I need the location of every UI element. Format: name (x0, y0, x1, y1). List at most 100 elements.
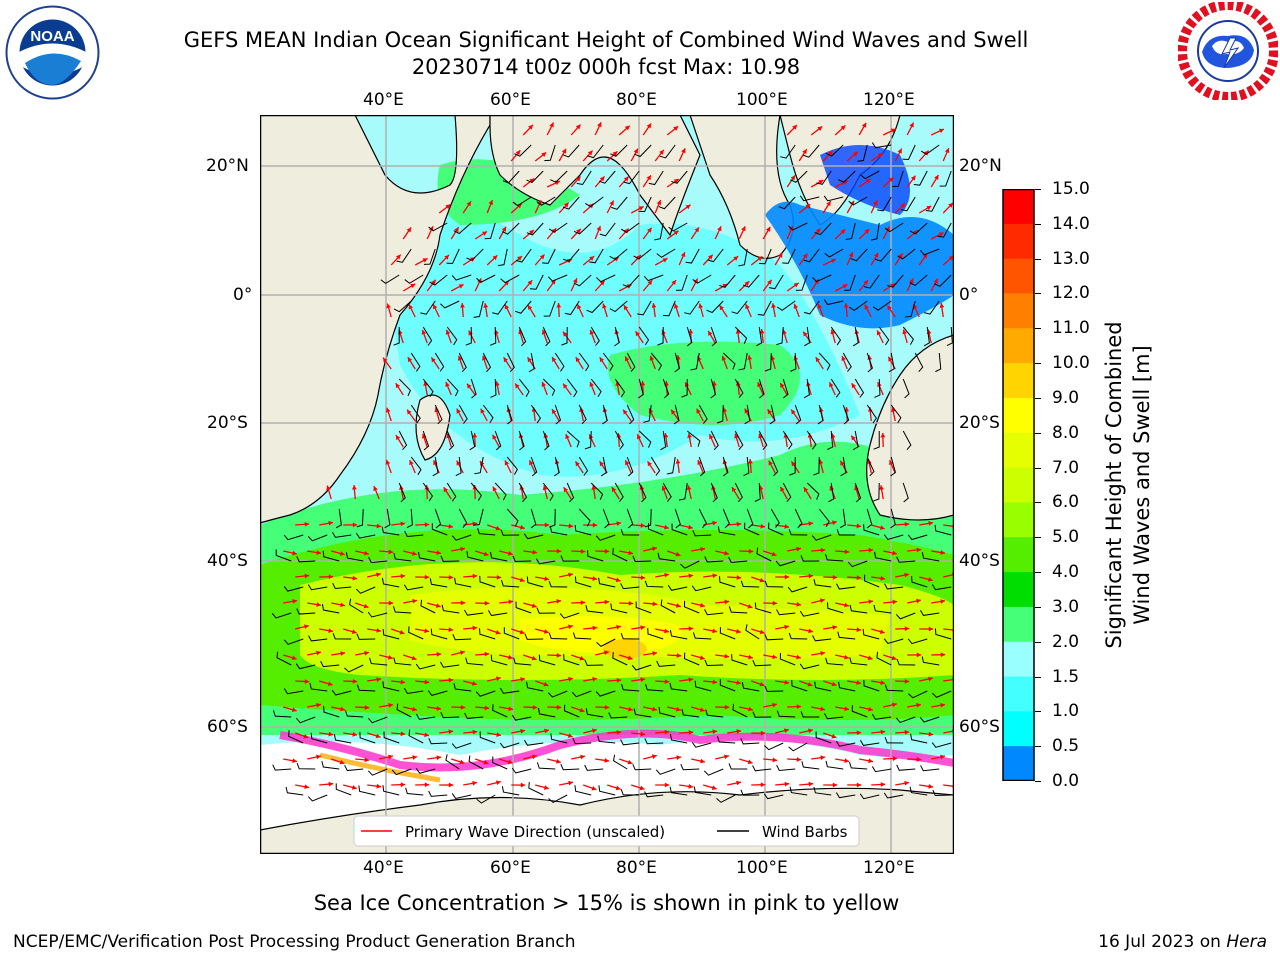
wave-arrow (483, 303, 489, 318)
wind-barb (548, 580, 568, 588)
wave-arrow (931, 599, 946, 604)
wave-arrow (907, 652, 922, 658)
wind-barb (638, 430, 652, 448)
wave-arrow (739, 548, 754, 554)
wave-arrow (541, 381, 548, 396)
wind-barb (542, 326, 551, 347)
wind-barb (919, 248, 940, 256)
wind-barb (734, 482, 743, 503)
wind-barb (608, 712, 628, 719)
wind-barb (871, 142, 892, 149)
wind-barb (523, 533, 544, 540)
wave-arrow (787, 602, 802, 607)
wind-barb (526, 681, 544, 692)
wind-barb (506, 508, 519, 527)
wave-arrow (895, 678, 910, 684)
wave-arrow (574, 460, 584, 474)
wind-barb (920, 765, 940, 772)
wave-arrow (319, 628, 334, 633)
wave-arrow (655, 572, 670, 578)
colorbar-tick: 3.0 (1052, 596, 1080, 617)
wind-barb (838, 170, 856, 183)
wind-barb (453, 222, 472, 235)
wave-arrow (407, 356, 416, 370)
wind-barb (590, 482, 604, 500)
wave-arrow (830, 329, 836, 344)
wave-arrow (775, 781, 790, 787)
wind-barb (671, 170, 688, 184)
wave-arrow (708, 433, 716, 448)
colorbar-tick-mark (1035, 676, 1041, 678)
wind-barb (863, 524, 880, 536)
wave-arrow (686, 485, 692, 500)
wind-barb (776, 609, 796, 616)
wind-barb (909, 274, 928, 287)
wind-barb (420, 300, 436, 315)
wave-arrow (847, 782, 862, 788)
wave-arrow (438, 203, 451, 214)
wave-arrow (631, 731, 646, 737)
wave-arrow (475, 550, 489, 557)
wind-barb (909, 222, 928, 235)
wind-barb (574, 576, 592, 588)
wave-arrow (931, 652, 946, 658)
wave-arrow (667, 706, 682, 712)
wind-barb (946, 326, 953, 346)
wind-barb (434, 508, 442, 529)
wind-barb (754, 482, 761, 502)
wind-barb (321, 604, 340, 614)
lat-tick-left-40s: 40°S (207, 551, 248, 571)
colorbar-tick-mark (1035, 606, 1041, 608)
wind-barb (451, 274, 472, 281)
wave-arrow (675, 459, 681, 474)
wind-barb (862, 628, 880, 640)
wind-barb (692, 274, 712, 284)
wave-arrow (798, 253, 808, 266)
wave-arrow (619, 600, 634, 606)
wave-arrow (511, 782, 526, 788)
wave-arrow (707, 330, 716, 344)
wind-barb (547, 274, 568, 282)
wind-barb (381, 577, 400, 588)
wave-arrow (744, 408, 752, 422)
wave-arrow (343, 731, 358, 737)
wind-barb (332, 633, 352, 640)
wind-barb (355, 586, 376, 594)
colorbar-tick-mark (1035, 258, 1041, 260)
wave-arrow (570, 176, 581, 188)
wind-barb (659, 144, 676, 159)
wind-barb (813, 456, 820, 476)
wind-barb (479, 731, 496, 744)
wind-barb (492, 756, 508, 770)
wind-barb (492, 300, 508, 315)
wind-barb (907, 534, 928, 541)
wave-arrow (487, 574, 502, 580)
wave-arrow (703, 729, 718, 735)
wave-arrow (343, 784, 357, 790)
wave-arrow (667, 755, 682, 761)
wind-barb (740, 738, 760, 745)
wind-barb (392, 606, 412, 614)
wind-barb (655, 768, 676, 775)
wave-arrow (834, 124, 846, 136)
wind-barb (440, 300, 460, 309)
wind-barb (823, 195, 844, 202)
wind-barb (633, 248, 652, 260)
wave-arrow (630, 148, 639, 162)
wind-barb (432, 456, 439, 477)
wind-barb (572, 737, 592, 745)
wind-barb (764, 580, 784, 588)
colorbar-tick-mark (1035, 711, 1041, 713)
wave-arrow (786, 282, 800, 292)
wave-arrow (546, 122, 555, 136)
wind-barb (422, 482, 434, 502)
wind-barb (770, 508, 780, 528)
wave-arrow (871, 524, 885, 530)
wave-arrow (535, 522, 550, 528)
wind-barb (602, 404, 608, 425)
wave-arrow (666, 230, 679, 240)
wind-barb (283, 534, 304, 541)
wave-arrow (678, 148, 686, 162)
wave-arrow (714, 226, 722, 240)
wind-barb (550, 733, 568, 744)
